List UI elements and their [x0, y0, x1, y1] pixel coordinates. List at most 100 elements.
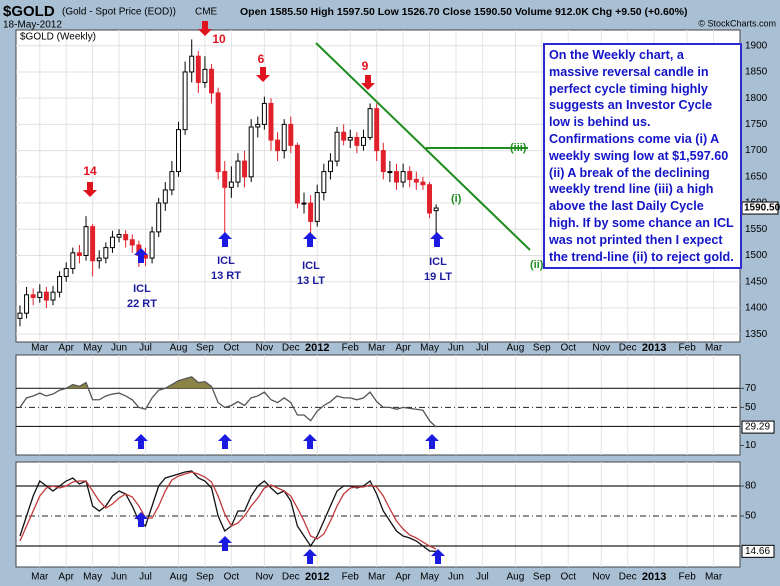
- x-tick-label: Dec: [282, 343, 300, 354]
- cycle-low-label: ICL: [302, 260, 320, 272]
- candle-body: [142, 254, 148, 259]
- x-tick-label: Jun: [448, 343, 464, 354]
- candle-body: [123, 234, 129, 241]
- credit: © StockCharts.com: [698, 18, 776, 28]
- x-tick-label: Aug: [507, 343, 525, 354]
- y-tick-label: 1550: [745, 224, 768, 235]
- x-tick-label: Nov: [592, 343, 610, 354]
- cycle-low-label: 19 LT: [424, 271, 452, 283]
- x-tick-label: Mar: [705, 343, 723, 354]
- symbol: $GOLD: [3, 3, 55, 20]
- last-value-label: 1590.50: [744, 203, 780, 214]
- candle-body: [222, 171, 228, 188]
- candle-body: [334, 131, 340, 162]
- candle-body: [248, 126, 254, 178]
- blue-arrow: [134, 248, 148, 263]
- y-tick-label: 50: [745, 511, 757, 522]
- legend: $GOLD (Weekly): [20, 32, 96, 43]
- candle-body: [261, 102, 267, 125]
- blue-arrow: [430, 232, 444, 247]
- x-tick-label: Feb: [679, 572, 697, 583]
- blue-arrow: [431, 549, 445, 564]
- indicator-line: [19, 376, 437, 428]
- cycle-low-label: ICL: [217, 255, 235, 267]
- x-tick-label: Mar: [368, 343, 386, 354]
- candle-body: [314, 192, 320, 222]
- trend-label: (i): [451, 193, 462, 205]
- candle-body: [209, 68, 215, 94]
- cycle-top-label: 14: [83, 164, 97, 178]
- trend-label: (ii): [530, 259, 544, 271]
- x-tick-label: Mar: [368, 572, 386, 583]
- blue-arrow: [303, 549, 317, 564]
- candle-body: [235, 160, 241, 183]
- y-tick-label: 1650: [745, 171, 768, 182]
- y-tick-label: 80: [745, 481, 757, 492]
- y-tick-label: 70: [745, 383, 757, 394]
- x-tick-label: May: [420, 343, 439, 354]
- last-value-box: [741, 201, 779, 215]
- x-tick-label: Jun: [111, 572, 127, 583]
- plot-area: [15, 354, 741, 456]
- plot-area: [15, 461, 741, 568]
- candle-body: [268, 102, 274, 141]
- candle-body: [321, 171, 327, 194]
- trend-label: (iii): [510, 142, 527, 154]
- x-tick-label: Apr: [58, 343, 74, 354]
- candle-body: [24, 294, 30, 314]
- candle-body: [228, 181, 234, 188]
- last-value-box: [741, 544, 775, 558]
- x-tick-label: Oct: [560, 343, 576, 354]
- y-tick-label: 1850: [745, 67, 768, 78]
- candle-body: [37, 291, 43, 298]
- candle-body: [301, 202, 307, 205]
- candle-body: [255, 123, 261, 128]
- x-tick-label: Dec: [619, 572, 637, 583]
- candle-body: [394, 171, 399, 183]
- x-tick-label: Jul: [476, 343, 489, 354]
- blue-arrow: [134, 512, 148, 527]
- last-value-label: 14.66: [745, 546, 770, 557]
- date: 18-May-2012: [3, 20, 62, 31]
- cycle-top-label: 10: [212, 32, 226, 46]
- candle-body: [288, 123, 294, 146]
- candle-body: [341, 131, 347, 141]
- red-arrow: [83, 182, 97, 197]
- candle-body: [202, 68, 208, 83]
- candle-body: [308, 202, 314, 222]
- candle-body: [380, 150, 386, 173]
- blue-arrow: [134, 434, 148, 449]
- y-tick-label: 1800: [745, 93, 768, 104]
- last-value-label: 29.29: [745, 422, 770, 433]
- candle-body: [96, 257, 102, 262]
- candle-body: [242, 160, 248, 178]
- x-tick-label: Sep: [533, 343, 551, 354]
- x-tick-label: Apr: [395, 572, 411, 583]
- candle-body: [83, 226, 89, 256]
- annotation-box: On the Weekly chart, a massive reversal …: [543, 43, 742, 270]
- x-tick-label: Oct: [224, 343, 240, 354]
- cycle-low-label: 13 RT: [211, 270, 241, 282]
- x-tick-label: Apr: [58, 572, 74, 583]
- x-tick-label: Jul: [139, 343, 152, 354]
- candle-body: [327, 160, 333, 173]
- candle-body: [367, 108, 373, 138]
- x-tick-label: May: [83, 572, 102, 583]
- candle-body: [354, 136, 360, 146]
- cycle-low-label: ICL: [429, 256, 447, 268]
- y-tick-label: 1400: [745, 303, 768, 314]
- candle-body: [387, 171, 393, 174]
- candle-body: [182, 71, 188, 131]
- cycle-top-label: 9: [362, 59, 369, 73]
- candle-body: [43, 291, 49, 301]
- x-tick-label: Aug: [170, 572, 188, 583]
- x-tick-label: Oct: [560, 572, 576, 583]
- candle-body: [169, 171, 175, 191]
- last-value-box: [741, 420, 775, 434]
- candle-body: [294, 144, 300, 204]
- candle-body: [17, 312, 23, 319]
- cycle-low-label: ICL: [133, 283, 151, 295]
- candle-body: [374, 108, 380, 152]
- cycle-low-label: 13 LT: [297, 275, 325, 287]
- x-tick-label: Aug: [507, 572, 525, 583]
